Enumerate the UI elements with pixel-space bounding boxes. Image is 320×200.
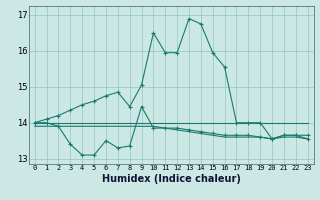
X-axis label: Humidex (Indice chaleur): Humidex (Indice chaleur): [102, 174, 241, 184]
